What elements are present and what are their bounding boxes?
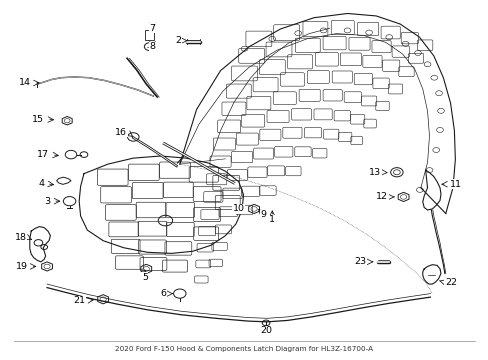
Text: 16: 16: [115, 128, 127, 137]
Text: 13: 13: [368, 168, 380, 177]
Text: 1: 1: [269, 215, 275, 224]
Text: 9: 9: [260, 210, 266, 219]
Text: 2020 Ford F-150 Hood & Components Latch Diagram for HL3Z-16700-A: 2020 Ford F-150 Hood & Components Latch …: [115, 346, 373, 352]
Text: 6: 6: [161, 289, 166, 298]
Text: 12: 12: [375, 193, 387, 202]
Text: 10: 10: [232, 204, 244, 213]
Text: 2: 2: [175, 36, 181, 45]
Text: 23: 23: [354, 257, 366, 266]
Text: 15: 15: [32, 115, 44, 124]
Text: 21: 21: [73, 296, 85, 305]
Text: 7: 7: [149, 24, 155, 33]
Text: 4: 4: [38, 179, 44, 188]
Text: 22: 22: [444, 278, 456, 287]
Text: 11: 11: [448, 180, 461, 189]
Text: 3: 3: [44, 197, 50, 206]
Text: 20: 20: [260, 327, 271, 336]
Text: 5: 5: [142, 273, 147, 282]
Text: 8: 8: [149, 42, 155, 51]
Text: 18: 18: [15, 233, 26, 242]
Text: 14: 14: [19, 78, 31, 87]
Text: 17: 17: [37, 150, 49, 159]
Text: 19: 19: [16, 262, 28, 271]
